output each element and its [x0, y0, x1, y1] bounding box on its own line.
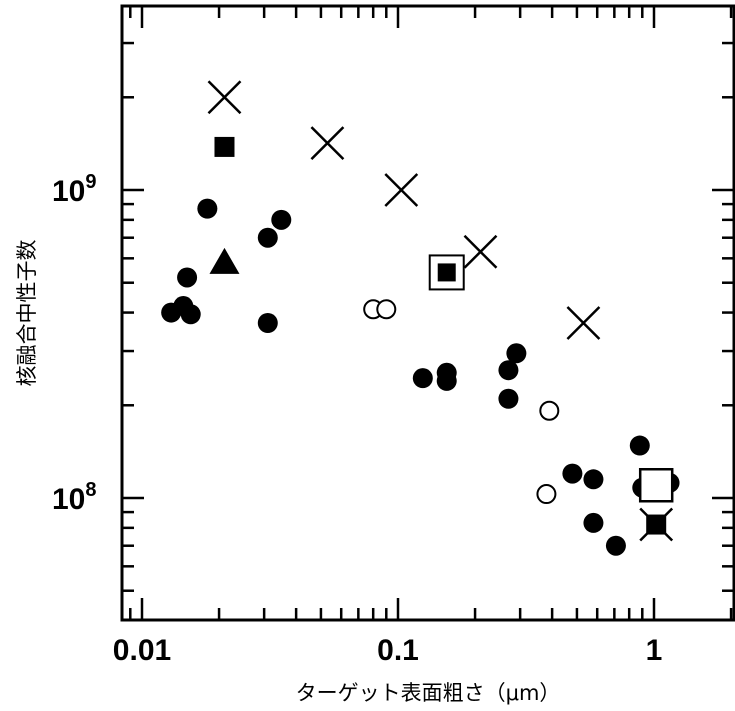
data-point-filled-circle [412, 368, 433, 389]
data-point-filled-circle [436, 362, 457, 383]
data-point-filled-circle [177, 267, 198, 288]
data-point-filled-square [646, 514, 667, 535]
x-axis-label: ターゲット表面粗さ（μm） [296, 681, 561, 705]
data-point-open-circle [539, 400, 560, 421]
x-tick-label: 0.01 [113, 634, 171, 667]
data-point-filled-circle [605, 535, 626, 556]
data-point-filled-circle [583, 469, 604, 490]
data-point-filled-circle [629, 435, 650, 456]
y-tick-label: 109 [52, 171, 97, 208]
data-point-cross [310, 126, 345, 160]
data-points [161, 80, 680, 556]
data-point-filled-circle [197, 198, 218, 219]
data-point-filled-circle [271, 209, 292, 230]
data-point-filled-circle [506, 343, 527, 364]
data-point-filled-circle [583, 512, 604, 533]
data-point-cross [566, 306, 601, 340]
data-point-filled-square [214, 136, 235, 157]
data-point-filled-circle [562, 463, 583, 484]
x-tick-label: 0.1 [377, 634, 419, 667]
data-point-filled-circle [180, 304, 201, 325]
data-point-filled-circle [498, 360, 519, 381]
data-point-filled-circle [498, 388, 519, 409]
data-point-filled-circle [257, 312, 278, 333]
data-point-filled-triangle [209, 247, 240, 274]
y-axis-label: 核融合中性子数 [15, 240, 39, 387]
data-point-filled-circle [257, 227, 278, 248]
x-tick-label: 1 [646, 634, 663, 667]
data-point-boxed-square [428, 254, 465, 291]
data-point-open-circle [376, 299, 397, 320]
data-point-cross [463, 234, 498, 269]
y-tick-label: 108 [52, 479, 97, 516]
axis-tick-labels: 0.01 0.1 1 108 109 [52, 171, 662, 667]
axis-ticks [122, 6, 734, 620]
data-point-cross [384, 173, 419, 207]
data-point-open-square [638, 468, 674, 503]
plot-frame [120, 4, 735, 622]
data-point-cross [207, 80, 242, 115]
data-point-open-circle [536, 484, 557, 505]
